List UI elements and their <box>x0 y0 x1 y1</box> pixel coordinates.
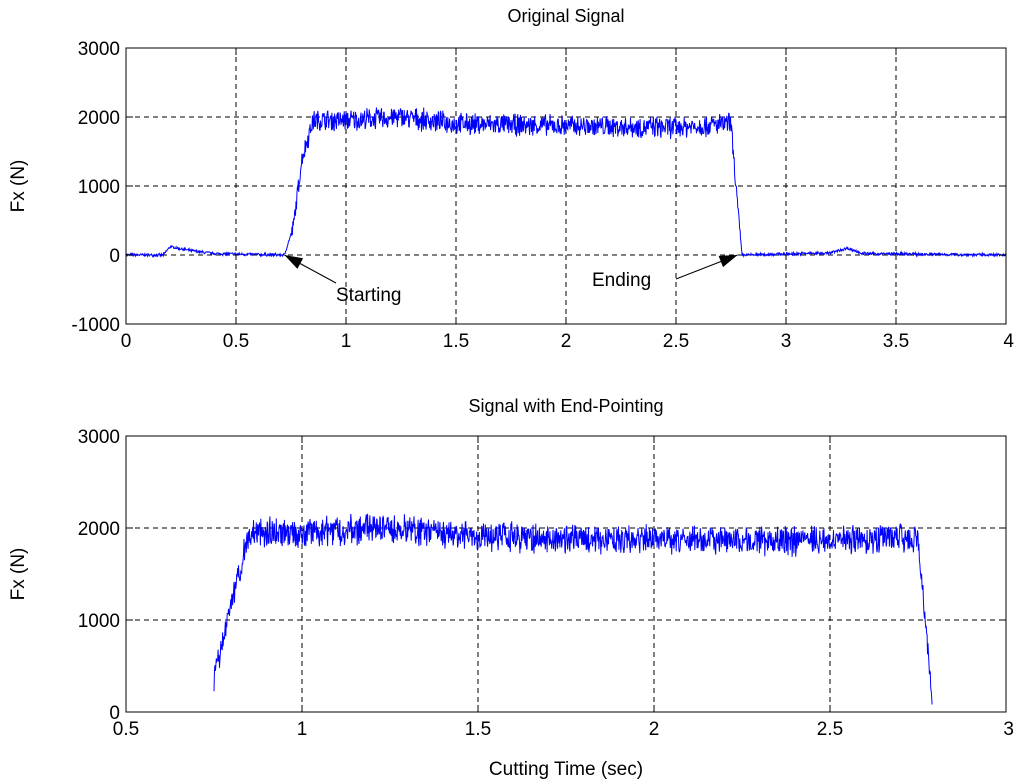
x-tick-label: 2.5 <box>817 719 843 740</box>
x-tick-label: 0.5 <box>113 719 139 740</box>
x-tick-label: 2.5 <box>663 331 689 352</box>
x-tick-label: 3 <box>1003 719 1014 740</box>
signal-line <box>213 513 933 705</box>
x-tick-label: 0 <box>121 331 132 352</box>
end-pointing-axes: Signal with End-Pointing Fx (N) Cutting … <box>8 396 1014 780</box>
y-tick-label: 1000 <box>78 177 120 198</box>
x-tick-label: 1.5 <box>465 719 491 740</box>
x-tick-label: 3 <box>781 331 792 352</box>
annotation-ending: Ending <box>592 270 651 291</box>
ticks-bottom: 0.5 1 1.5 2 2.5 3 0 1000 2000 3000 <box>78 427 1014 740</box>
annotation-arrow-head <box>284 255 304 269</box>
x-tick-label: 3.5 <box>883 331 909 352</box>
y-tick-label: 0 <box>109 246 120 267</box>
x-tick-label: 4 <box>1003 331 1014 352</box>
y-tick-label: 2000 <box>78 108 120 129</box>
y-tick-label: -1000 <box>71 315 120 336</box>
series-line-top <box>125 107 1007 258</box>
y-axis-label-top: Fx (N) <box>8 160 29 213</box>
y-tick-label: 1000 <box>78 611 120 632</box>
x-tick-label: 2 <box>561 331 572 352</box>
plot-frame-bottom <box>125 435 1007 713</box>
y-tick-label: 3000 <box>78 39 120 60</box>
annotation-arrow-head <box>718 255 738 268</box>
x-tick-label: 1.5 <box>443 331 469 352</box>
chart-title-end-pointing: Signal with End-Pointing <box>468 396 663 416</box>
y-axis-label-bottom: Fx (N) <box>8 548 29 601</box>
annotations-top: Starting Ending <box>284 254 738 306</box>
x-axis-label-bottom: Cutting Time (sec) <box>489 759 643 780</box>
y-tick-label: 2000 <box>78 519 120 540</box>
series-line-bottom <box>213 513 933 705</box>
x-tick-label: 1 <box>341 331 352 352</box>
original-signal-axes: Original Signal Fx (N) 0 0.5 1 1.5 2 2.5 3 3.5 4… <box>8 6 1014 352</box>
signal-line <box>125 107 1007 258</box>
chart-title-original: Original Signal <box>507 6 624 26</box>
annotation-starting: Starting <box>336 285 401 306</box>
y-tick-label: 0 <box>109 703 120 724</box>
y-tick-label: 3000 <box>78 427 120 448</box>
x-tick-label: 1 <box>297 719 308 740</box>
x-tick-label: 0.5 <box>223 331 249 352</box>
x-tick-label: 2 <box>649 719 660 740</box>
